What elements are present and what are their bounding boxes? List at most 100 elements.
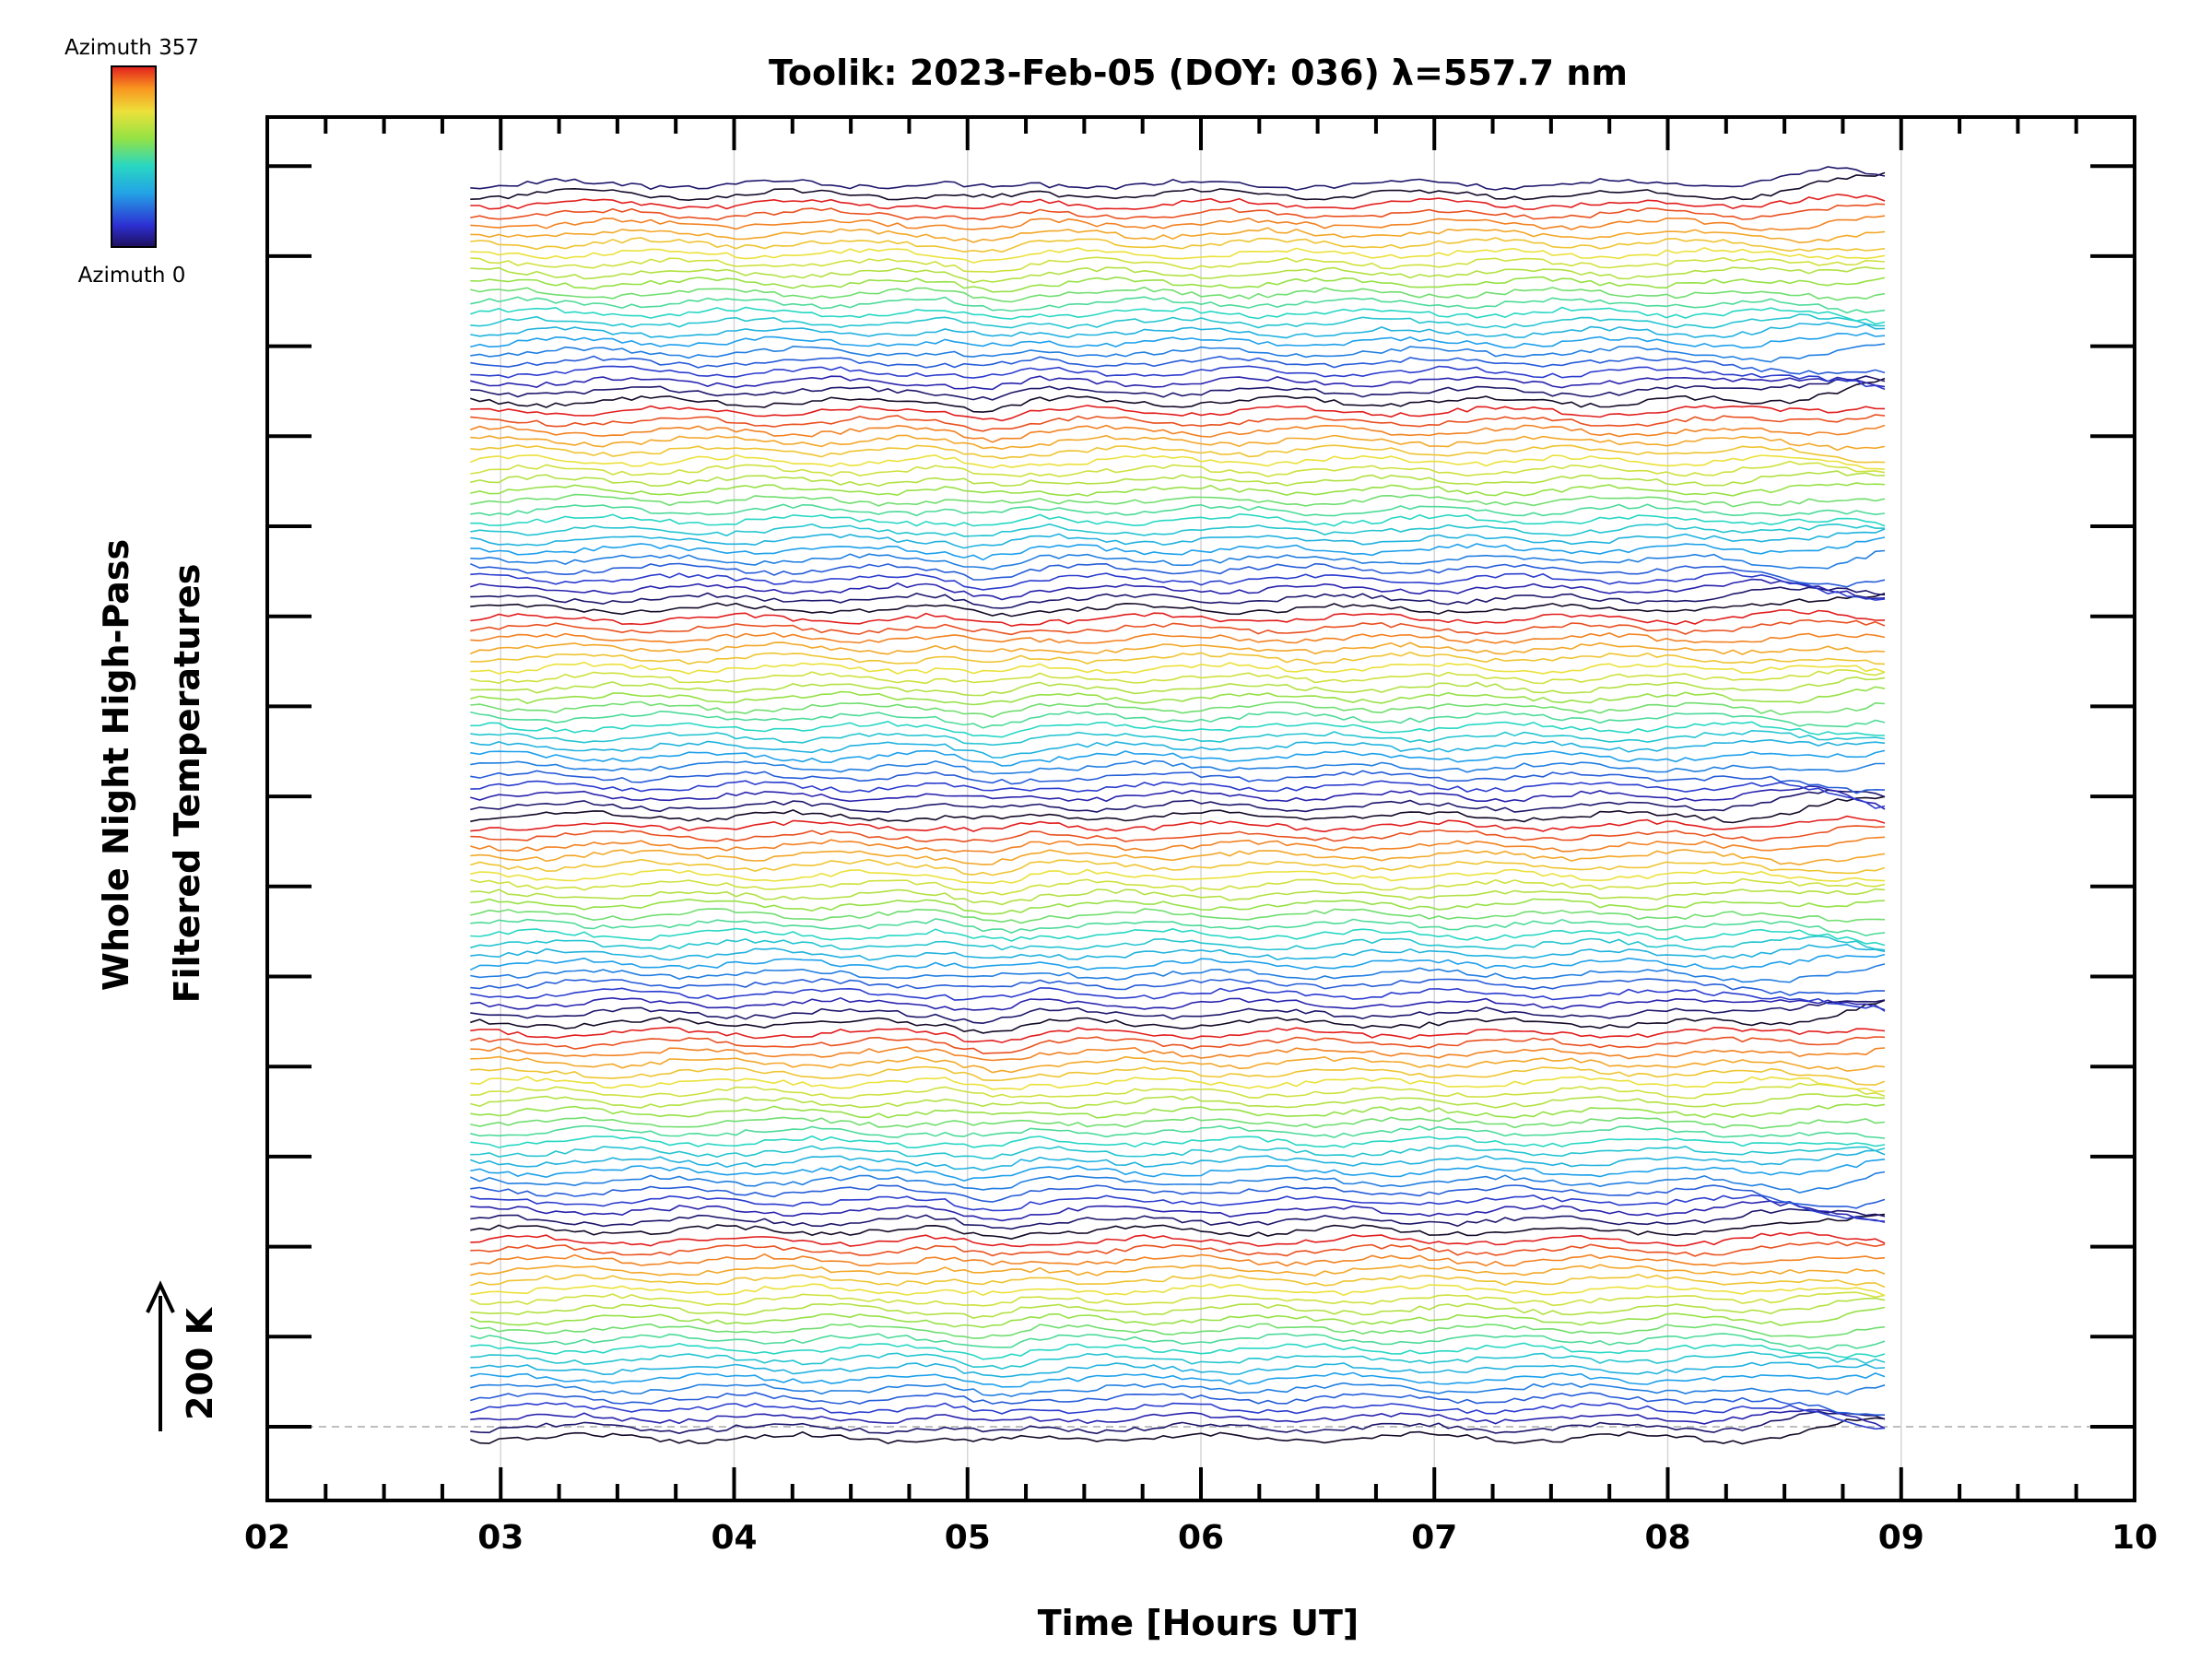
temperature-trace (470, 986, 1886, 1012)
temperature-trace (470, 795, 1886, 824)
temperature-trace (470, 1093, 1886, 1110)
scale-indicator: 200 K (146, 1280, 220, 1431)
temperature-trace (470, 1382, 1886, 1397)
temperature-trace (470, 676, 1886, 697)
temperature-trace (470, 1410, 1886, 1435)
colorbar-max-label: Azimuth 357 (65, 36, 199, 60)
x-tick-label: 07 (1411, 1519, 1457, 1557)
temperature-trace (470, 227, 1886, 244)
temperature-trace (470, 849, 1886, 866)
temperature-trace (470, 493, 1886, 508)
temperature-trace (470, 343, 1886, 363)
temperature-trace (470, 1253, 1886, 1267)
temperature-trace (470, 729, 1886, 747)
temperature-trace (470, 523, 1886, 537)
temperature-trace (470, 365, 1886, 391)
temperature-trace (470, 424, 1886, 443)
temperature-trace (470, 651, 1886, 665)
temperature-trace (470, 738, 1886, 759)
temperature-trace (470, 641, 1886, 655)
temperature-trace (470, 1273, 1886, 1288)
temperature-trace (470, 375, 1886, 401)
scale-arrow-icon (146, 1280, 175, 1313)
temperature-trace (470, 710, 1886, 729)
temperature-trace (470, 868, 1886, 885)
y-axis-label-line1: Whole Night High-Pass (96, 539, 136, 991)
x-tick-label: 06 (1178, 1519, 1224, 1557)
temperature-trace (470, 1213, 1886, 1241)
temperature-trace (469, 1171, 1886, 1194)
temperature-trace (470, 1124, 1886, 1139)
temperature-trace (470, 978, 1886, 996)
temperature-trace (470, 1159, 1886, 1182)
temperature-trace (470, 536, 1886, 561)
temperature-trace (470, 927, 1886, 947)
temperature-trace (470, 377, 1886, 413)
temperature-trace (470, 265, 1886, 284)
temperature-trace (470, 1241, 1886, 1257)
temperature-trace (470, 935, 1886, 951)
temperature-trace (470, 332, 1886, 349)
temperature-trace (470, 166, 1886, 191)
y-axis-label-line2: Filtered Temperatures (167, 564, 207, 1004)
x-tick-label: 10 (2112, 1519, 2158, 1557)
temperature-trace (470, 1402, 1886, 1430)
temperature-trace (470, 618, 1886, 636)
temperature-trace (470, 1361, 1886, 1378)
temperature-trace (470, 171, 1886, 202)
temperature-trace (470, 194, 1886, 210)
temperature-trace (470, 313, 1886, 330)
temperature-trace (470, 999, 1886, 1034)
temperature-trace (470, 586, 1886, 609)
x-axis-label: Time [Hours UT] (1038, 1603, 1359, 1643)
temperature-trace (470, 322, 1886, 339)
temperature-trace (469, 953, 1886, 971)
temperature-trace (470, 1333, 1886, 1351)
temperature-trace (470, 720, 1886, 738)
temperature-trace (470, 815, 1886, 833)
temperature-trace (470, 943, 1886, 961)
temperature-trace (470, 1103, 1886, 1119)
temperature-trace (470, 1351, 1886, 1370)
temperature-trace (470, 1036, 1886, 1054)
temperature-trace (470, 1184, 1886, 1209)
temperature-trace (470, 286, 1886, 303)
temperature-traces (469, 166, 1886, 1445)
temperature-trace (470, 669, 1886, 685)
colorbar: Azimuth 357 Azimuth 0 (65, 36, 199, 288)
temperature-trace (469, 453, 1886, 470)
temperature-trace (470, 296, 1886, 314)
temperature-trace (470, 898, 1886, 915)
colorbar-scale (111, 65, 157, 248)
temperature-trace (470, 434, 1886, 452)
temperature-trace (470, 609, 1886, 628)
temperature-trace (470, 1231, 1886, 1248)
scale-label: 200 K (180, 1306, 220, 1420)
x-tick-label: 02 (244, 1519, 290, 1557)
temperature-trace (470, 908, 1886, 924)
temperature-trace (469, 1306, 1886, 1329)
temperature-trace (470, 405, 1886, 422)
temperature-trace (470, 444, 1886, 464)
temperature-trace (470, 1149, 1886, 1171)
temperature-trace (470, 770, 1886, 794)
temperature-trace (470, 1116, 1886, 1130)
temperature-trace (470, 355, 1886, 375)
temperature-trace (470, 888, 1886, 906)
temperature-trace (470, 414, 1886, 432)
temperature-trace (470, 1046, 1886, 1062)
temperature-trace (470, 631, 1886, 644)
temperature-trace (470, 482, 1886, 497)
temperature-trace (470, 1392, 1885, 1416)
temperature-trace (470, 1408, 1886, 1430)
temperature-trace (470, 1283, 1886, 1297)
temperature-trace (470, 460, 1886, 477)
temperature-trace (470, 963, 1886, 983)
x-tick-labels: 02 03 04 05 06 07 08 09 10 (244, 1519, 2158, 1557)
temperature-trace (470, 858, 1886, 877)
temperature-trace (470, 789, 1886, 813)
temperature-trace (470, 1082, 1886, 1100)
temperature-trace (470, 1342, 1886, 1360)
chart-title: Toolik: 2023-Feb-05 (DOY: 036) λ=557.7 n… (769, 53, 1628, 93)
